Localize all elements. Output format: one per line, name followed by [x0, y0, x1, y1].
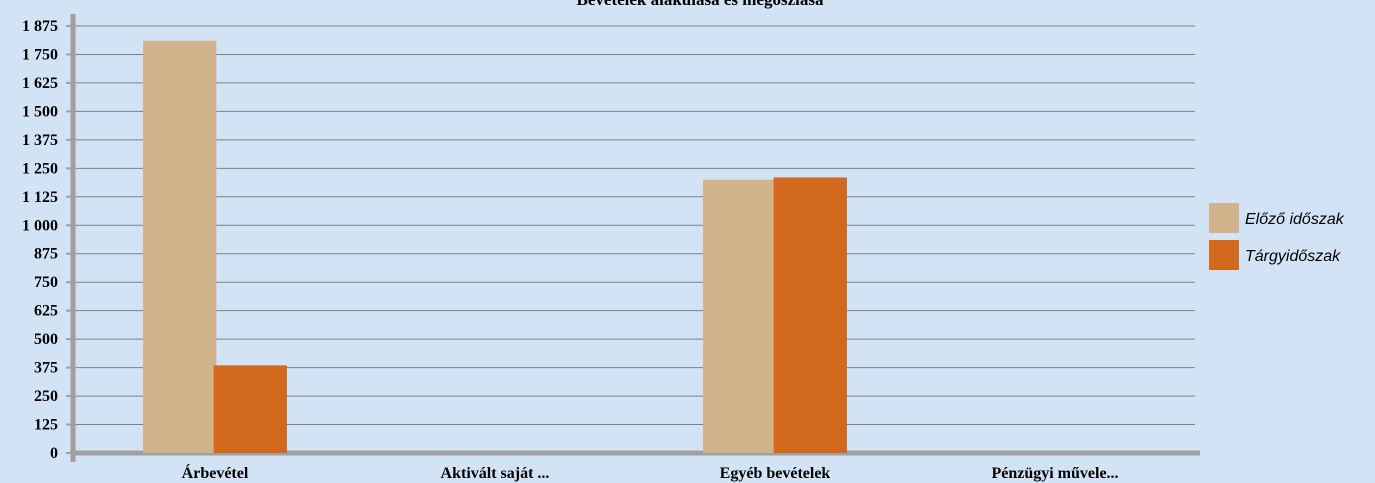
- legend-label: Tárgyidőszak: [1245, 248, 1341, 265]
- y-tick-label: 875: [34, 246, 58, 263]
- legend-swatch: [1209, 240, 1239, 270]
- bars: [143, 40, 847, 453]
- y-tick-label: 1 375: [22, 132, 58, 149]
- bar: [213, 365, 287, 453]
- legend-swatch: [1209, 203, 1239, 233]
- y-tick-label: 125: [34, 417, 58, 434]
- bar: [703, 179, 777, 453]
- y-tick-label: 1 625: [22, 75, 58, 92]
- x-tick-label: Egyéb bevételek: [720, 465, 831, 482]
- chart-title: Bevételek alakulása és megoszlása: [577, 0, 824, 9]
- y-tick-label: 250: [34, 388, 58, 405]
- x-tick-label: Árbevétel: [182, 463, 249, 482]
- y-tick-label: 1 750: [22, 46, 58, 63]
- bar: [143, 40, 217, 453]
- y-tick-label: 1 250: [22, 160, 58, 177]
- bar: [773, 177, 847, 453]
- y-tick-label: 1 875: [22, 18, 58, 35]
- y-tick-label: 1 125: [22, 189, 58, 206]
- legend: Előző időszak Tárgyidőszak: [1209, 203, 1345, 270]
- y-tick-label: 375: [34, 360, 58, 377]
- y-tick-label: 500: [34, 331, 58, 348]
- y-tick-label: 625: [34, 303, 58, 320]
- y-tick-label: 0: [50, 445, 58, 462]
- y-tick-labels: 0 125 250 375 500 625 750 875 1 000 1 125 1 250 1 3…: [22, 18, 58, 462]
- y-tick-label: 750: [34, 274, 58, 291]
- x-tick-labels: Árbevétel Aktivált saját ... Egyéb bevétel…: [182, 463, 1119, 482]
- x-tick-label: Aktivált saját ...: [441, 465, 550, 482]
- legend-label: Előző időszak: [1245, 211, 1345, 228]
- y-tick-label: 1 000: [22, 217, 58, 234]
- y-tick-label: 1 500: [22, 103, 58, 120]
- x-tick-label: Pénzügyi művele...: [991, 465, 1118, 482]
